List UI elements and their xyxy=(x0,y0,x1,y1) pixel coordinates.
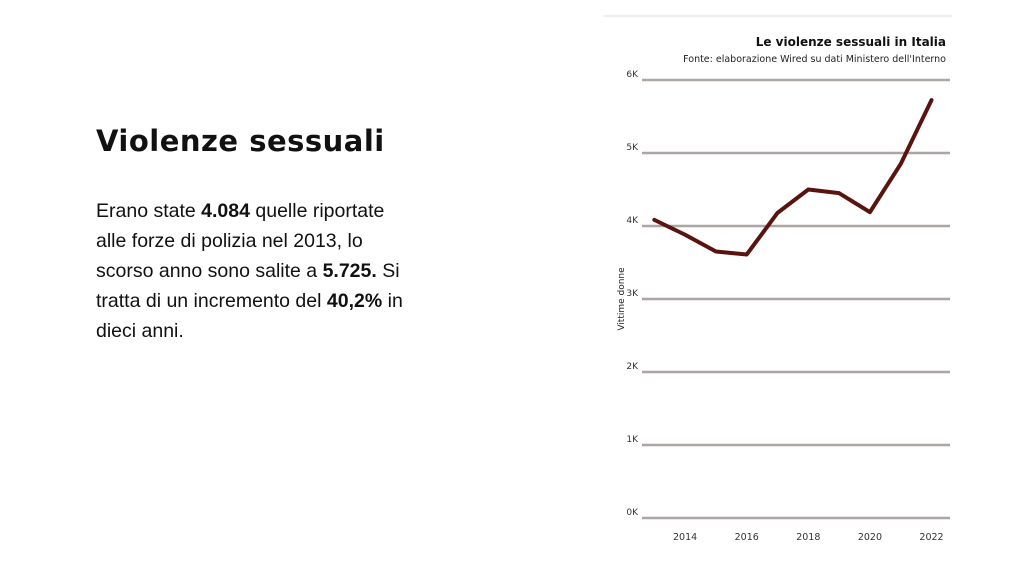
body-text-3: Si tratta di un incremento del xyxy=(96,260,400,312)
body-text-2: quelle riportate alle forze di polizia n… xyxy=(96,200,385,282)
bold-percent-increase: 40,2% xyxy=(326,290,383,312)
body-paragraph: Erano state 4.084 quelle riportate alle … xyxy=(96,196,406,346)
bold-value-2013: 4.084 xyxy=(201,200,250,222)
body-text-1: Erano state xyxy=(96,200,202,222)
text-panel: Violenze sessuali Erano state 4.084 quel… xyxy=(96,124,406,346)
x-tick-label: 2018 xyxy=(796,532,820,543)
y-tick-label: 2K xyxy=(626,362,639,372)
y-tick-label: 0K xyxy=(626,508,639,518)
x-tick-labels: 2014 2016 2018 2020 2022 xyxy=(673,532,944,543)
x-tick-label: 2014 xyxy=(673,532,697,543)
chart-subtitle: Fonte: elaborazione Wired su dati Minist… xyxy=(683,54,946,65)
slide-title: Violenze sessuali xyxy=(96,124,385,158)
chart-title: Le violenze sessuali in Italia xyxy=(756,35,946,49)
y-tick-label: 4K xyxy=(626,216,639,226)
x-tick-label: 2022 xyxy=(919,532,943,543)
bold-value-2022: 5.725. xyxy=(322,260,377,282)
y-axis-label: Vittime donne xyxy=(617,267,627,331)
line-chart: Le violenze sessuali in Italia Fonte: el… xyxy=(604,15,952,543)
y-tick-label: 5K xyxy=(626,143,639,153)
y-tick-label: 1K xyxy=(626,435,639,445)
y-tick-label: 6K xyxy=(626,70,639,80)
chart-container: Le violenze sessuali in Italia Fonte: el… xyxy=(604,14,954,554)
x-tick-label: 2020 xyxy=(858,532,882,543)
series-group xyxy=(652,98,934,257)
x-tick-label: 2016 xyxy=(735,532,759,543)
y-tick-labels: 0K 1K 2K 3K 4K 5K 6K xyxy=(626,70,639,518)
series-line xyxy=(652,98,934,257)
grid-lines xyxy=(642,78,950,520)
y-tick-label: 3K xyxy=(626,289,639,299)
body-text-4: in dieci anni. xyxy=(96,290,403,342)
